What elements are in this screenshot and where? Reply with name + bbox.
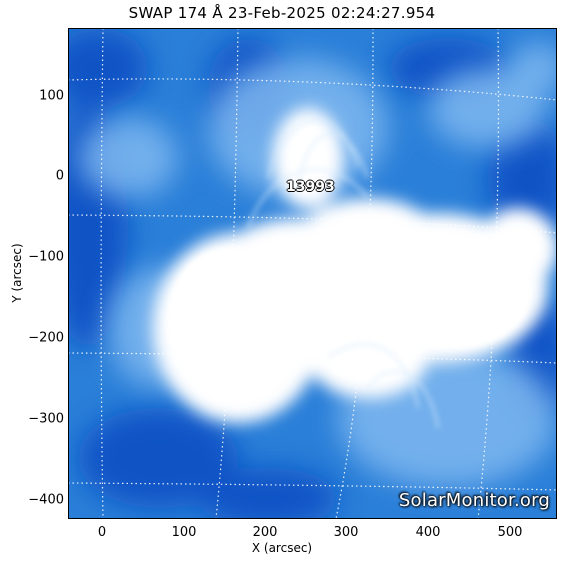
x-tick-label: 200 — [252, 525, 278, 540]
y-tick-label: −300 — [28, 411, 64, 427]
image-title: SWAP 174 Å 23-Feb-2025 02:24:27.954 — [128, 4, 436, 22]
solar-image-plot: 13993 — [68, 28, 557, 519]
y-tick-label: −200 — [28, 330, 64, 346]
y-axis-label: Y (arcsec) — [10, 243, 24, 303]
y-tick-label: 0 — [55, 168, 64, 184]
y-tick-label: −400 — [28, 492, 64, 508]
y-tick-label: 100 — [39, 88, 64, 104]
x-tick-label: 100 — [171, 525, 197, 540]
active-region-label: 13993 — [286, 179, 335, 195]
watermark-text: SolarMonitor.org — [398, 490, 550, 511]
solar-corona-image — [68, 28, 557, 519]
x-tick-label: 400 — [415, 525, 441, 540]
x-axis-label: X (arcsec) — [251, 541, 313, 555]
x-tick-label: 500 — [497, 525, 523, 540]
x-tick-label: 0 — [97, 525, 107, 540]
y-tick-label: −100 — [28, 249, 64, 265]
x-tick-label: 300 — [333, 525, 359, 540]
